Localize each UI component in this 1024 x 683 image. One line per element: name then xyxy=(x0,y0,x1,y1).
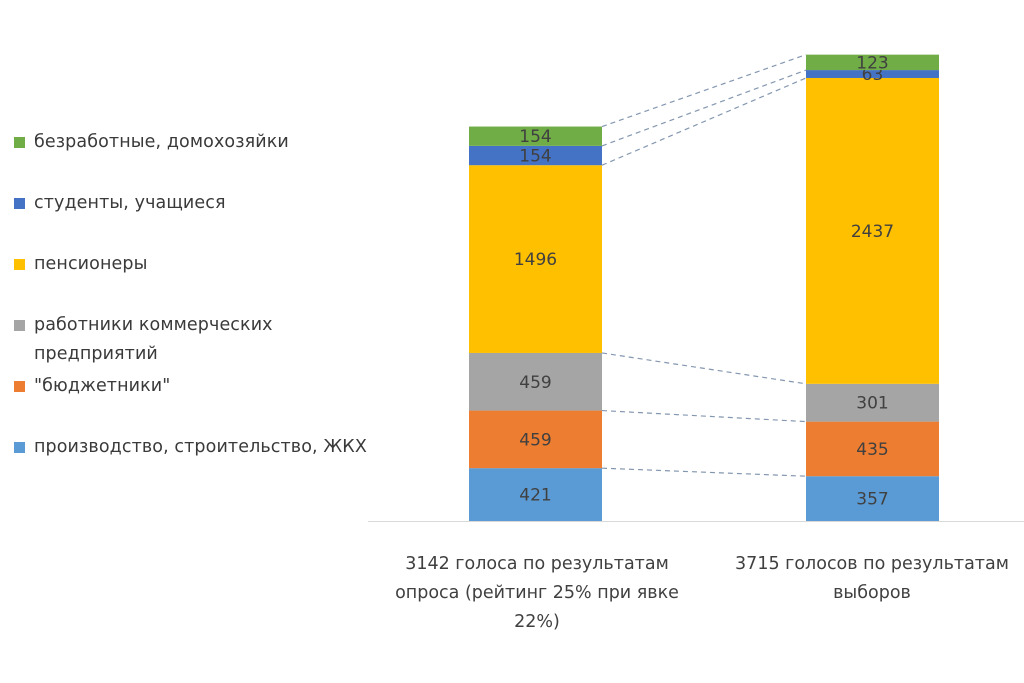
bar-segment-0-1 xyxy=(469,410,602,469)
legend-item-1: "бюджетники" xyxy=(14,372,374,401)
data-label-1-5: 123 xyxy=(856,53,888,73)
data-label-0-0: 421 xyxy=(519,486,551,506)
series-line-4 xyxy=(601,69,807,147)
data-label-0-5: 154 xyxy=(519,127,551,147)
legend-label: работники коммерческих предприятий xyxy=(34,315,273,364)
bar-segment-0-2 xyxy=(469,352,602,411)
data-label-1-2: 301 xyxy=(856,394,888,414)
legend-item-5: безработные, домохозяйки xyxy=(14,128,374,157)
bar-segment-1-2 xyxy=(806,383,939,422)
data-label-1-0: 357 xyxy=(856,490,888,510)
legend-swatch xyxy=(14,259,25,270)
series-line-0 xyxy=(601,467,807,477)
bar-segment-1-1 xyxy=(806,421,939,477)
data-label-0-1: 459 xyxy=(519,430,551,450)
series-line-5 xyxy=(601,54,807,128)
data-label-1-3: 2437 xyxy=(851,222,894,242)
data-label-0-4: 154 xyxy=(519,147,551,167)
legend-label: производство, строительство, ЖКХ xyxy=(34,437,367,457)
legend-swatch xyxy=(14,198,25,209)
legend-swatch xyxy=(14,137,25,148)
category-label-survey: 3142 голоса по результатам опроса (рейти… xyxy=(395,554,679,632)
data-label-1-1: 435 xyxy=(856,440,888,460)
legend-label: безработные, домохозяйки xyxy=(34,132,289,152)
bar-segment-1-5 xyxy=(806,54,939,71)
legend-item-2: работники коммерческих предприятий xyxy=(14,311,374,369)
bar-segment-1-4 xyxy=(806,70,939,78)
bar-segment-0-4 xyxy=(469,145,602,166)
legend-swatch xyxy=(14,320,25,331)
category-label-election: 3715 голосов по результатам выборов xyxy=(735,554,1009,603)
bar-segment-1-0 xyxy=(806,476,939,521)
bar-segment-0-0 xyxy=(469,468,602,521)
data-label-0-2: 459 xyxy=(519,373,551,393)
series-line-1 xyxy=(601,409,807,423)
data-label-0-3: 1496 xyxy=(514,250,557,270)
legend-swatch xyxy=(14,381,25,392)
legend-item-0: производство, строительство, ЖКХ xyxy=(14,433,374,462)
bar-segment-0-5 xyxy=(469,126,602,146)
legend-item-4: студенты, учащиеся xyxy=(14,189,374,218)
series-line-2 xyxy=(601,352,807,385)
legend-swatch xyxy=(14,442,25,453)
legend-label: "бюджетники" xyxy=(34,376,171,396)
legend-label: пенсионеры xyxy=(34,254,148,274)
legend-label: студенты, учащиеся xyxy=(34,193,226,213)
bar-segment-0-3 xyxy=(469,165,602,353)
series-line-3 xyxy=(601,77,807,166)
bar-segment-1-3 xyxy=(806,77,939,384)
legend-item-3: пенсионеры xyxy=(14,250,374,279)
